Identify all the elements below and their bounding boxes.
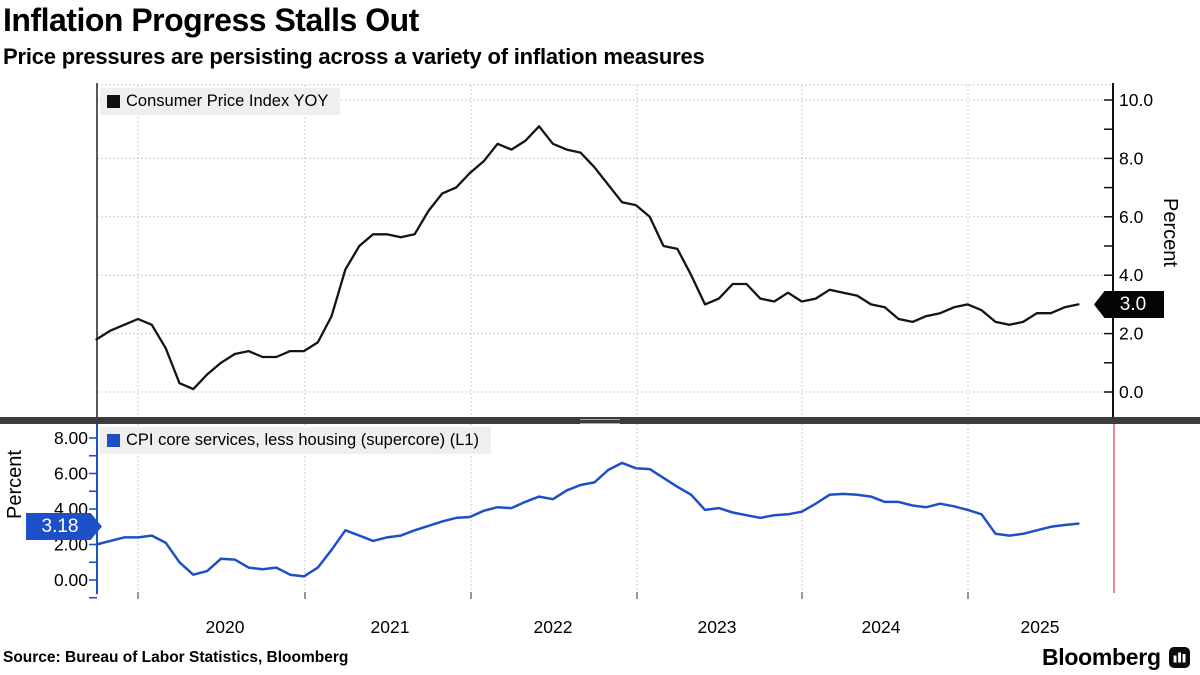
legend-supercore: CPI core services, less housing (superco…: [100, 427, 492, 454]
x-axis-year-label: 2020: [205, 617, 245, 637]
legend-cpi: Consumer Price Index YOY: [100, 88, 341, 115]
last-value-badge-cpi: 3.0: [1094, 291, 1164, 318]
x-axis-year-label: 2024: [861, 617, 901, 637]
left-axis-tick-label: 0.00: [54, 570, 88, 590]
cpi-yoy-chart-panel: 0.0 2.0 4.0 6.0 8.0 10.0: [95, 83, 1153, 417]
last-value-badge-supercore: 3.18: [26, 513, 102, 540]
chart-subtitle: Price pressures are persisting across a …: [3, 44, 705, 69]
chart-title: Inflation Progress Stalls Out: [3, 2, 419, 38]
right-axis-tick-label: 10.0: [1119, 90, 1153, 110]
legend-swatch-supercore-icon: [107, 434, 120, 447]
x-axis-year-label: 2025: [1020, 617, 1060, 637]
legend-label-cpi: Consumer Price Index YOY: [126, 92, 329, 110]
x-axis-year-label: 2021: [370, 617, 410, 637]
source-note: Source: Bureau of Labor Statistics, Bloo…: [3, 649, 349, 666]
right-axis-tick-label: 6.0: [1119, 207, 1144, 227]
left-axis-tick-label: 8.00: [54, 428, 88, 448]
legend-swatch-cpi-icon: [107, 95, 120, 108]
top-axis-title: Percent: [1159, 198, 1181, 267]
bloomberg-wordmark: Bloomberg: [1042, 644, 1161, 670]
pane-divider[interactable]: [0, 417, 1200, 424]
x-axis-year-label: 2022: [533, 617, 573, 637]
bottom-axis-title: Percent: [4, 450, 26, 519]
x-axis-year-label: 2023: [697, 617, 737, 637]
cpi-series-line: [95, 125, 1080, 391]
left-axis-tick-label: 6.00: [54, 464, 88, 484]
right-axis-tick-label: 4.0: [1119, 265, 1144, 285]
right-axis-tick-label: 0.0: [1119, 382, 1144, 402]
right-axis-tick-label: 8.0: [1119, 148, 1144, 168]
bloomberg-app-icon: [1168, 647, 1190, 668]
legend-label-supercore: CPI core services, less housing (superco…: [126, 431, 480, 449]
right-axis-tick-label: 2.0: [1119, 324, 1144, 344]
supercore-series-line: [95, 461, 1080, 578]
bloomberg-logo: Bloomberg: [1042, 644, 1190, 671]
divider-grip-icon[interactable]: [580, 419, 620, 424]
